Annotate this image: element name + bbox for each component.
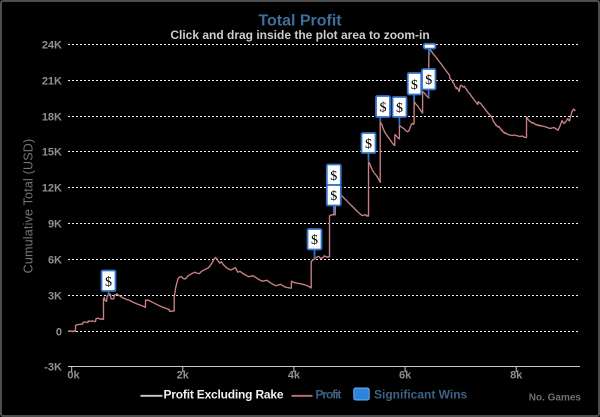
svg-text:9K: 9K: [48, 218, 62, 230]
svg-text:$: $: [311, 233, 318, 248]
svg-text:12K: 12K: [42, 182, 62, 194]
svg-text:No. Games: No. Games: [529, 393, 582, 404]
svg-text:0: 0: [56, 326, 62, 338]
svg-text:3K: 3K: [48, 290, 62, 302]
svg-text:$: $: [396, 101, 403, 116]
svg-text:2k: 2k: [177, 370, 190, 382]
svg-text:$: $: [330, 169, 337, 184]
svg-text:Total Profit: Total Profit: [258, 13, 342, 30]
svg-text:Cumulative Total (USD): Cumulative Total (USD): [22, 139, 36, 274]
svg-text:Click and drag inside the plot: Click and drag inside the plot area to z…: [170, 28, 429, 42]
svg-text:$: $: [380, 101, 387, 116]
svg-text:$: $: [425, 73, 432, 88]
svg-text:0k: 0k: [67, 370, 80, 382]
svg-text:-3K: -3K: [44, 361, 62, 373]
svg-text:$: $: [411, 78, 418, 93]
svg-text:8k: 8k: [510, 370, 523, 382]
svg-text:6k: 6k: [399, 370, 412, 382]
svg-text:Profit Excluding Rake: Profit Excluding Rake: [164, 387, 284, 401]
svg-text:Significant Wins: Significant Wins: [374, 387, 468, 401]
svg-text:24K: 24K: [42, 39, 62, 51]
svg-text:15K: 15K: [42, 146, 62, 158]
svg-text:$: $: [330, 189, 337, 204]
svg-text:6K: 6K: [48, 254, 62, 266]
svg-text:$: $: [105, 275, 112, 290]
svg-text:18K: 18K: [42, 111, 62, 123]
svg-text:Profit: Profit: [316, 387, 342, 401]
svg-text:$: $: [365, 137, 372, 152]
svg-text:21K: 21K: [42, 75, 62, 87]
svg-text:4k: 4k: [288, 370, 301, 382]
